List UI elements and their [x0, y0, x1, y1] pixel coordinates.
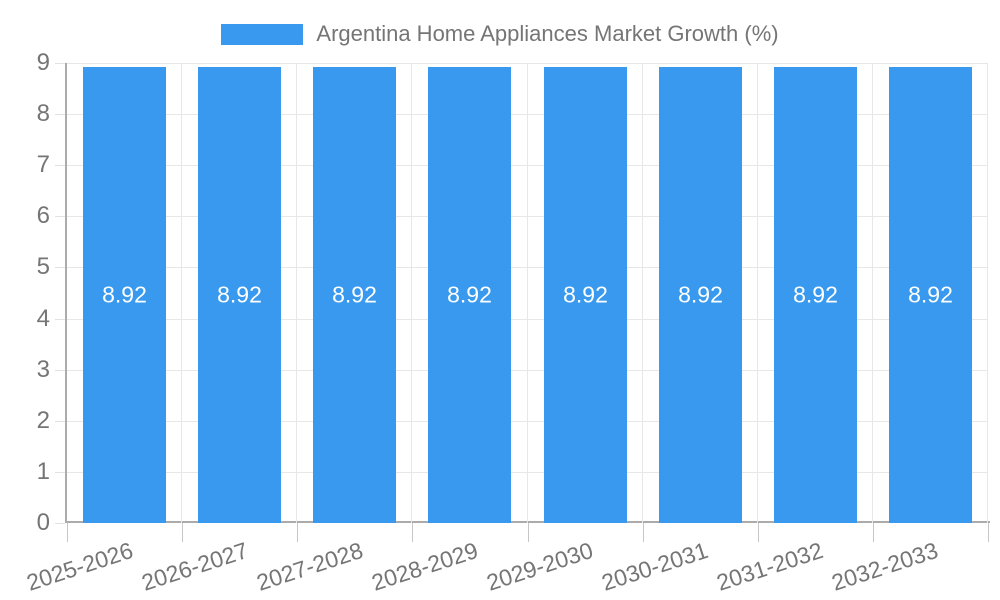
x-axis-tick-label: 2030-2031	[598, 537, 712, 596]
bar-value-label: 8.92	[217, 281, 262, 308]
x-axis-tick	[643, 523, 644, 542]
bar: 8.92	[83, 67, 166, 523]
x-axis-tick	[67, 523, 68, 542]
x-axis-tick	[873, 523, 874, 542]
y-axis-tick-label: 4	[36, 305, 50, 332]
x-axis-tick-label: 2025-2026	[23, 537, 137, 596]
bar-value-label: 8.92	[678, 281, 723, 308]
bar: 8.92	[198, 67, 281, 523]
y-axis-tick-label: 8	[36, 100, 50, 127]
legend[interactable]: Argentina Home Appliances Market Growth …	[0, 21, 1000, 47]
legend-swatch-icon	[221, 23, 304, 45]
bar: 8.92	[659, 67, 742, 523]
y-axis-tick	[55, 63, 65, 64]
x-axis-tick-label: 2032-2033	[828, 537, 942, 596]
y-axis-tick-label: 0	[36, 509, 50, 536]
v-gridline	[411, 63, 412, 523]
x-axis-tick-label: 2031-2032	[713, 537, 827, 596]
y-axis-tick	[55, 370, 65, 371]
x-axis-tick	[182, 523, 183, 542]
bar: 8.92	[428, 67, 511, 523]
x-axis-tick-label: 2027-2028	[253, 537, 367, 596]
bar-value-label: 8.92	[563, 281, 608, 308]
y-axis-line	[65, 63, 67, 523]
bar: 8.92	[544, 67, 627, 523]
v-gridline	[872, 63, 873, 523]
bar: 8.92	[774, 67, 857, 523]
y-axis-tick	[55, 267, 65, 268]
y-axis-tick	[55, 319, 65, 320]
v-gridline	[527, 63, 528, 523]
bar: 8.92	[889, 67, 972, 523]
y-axis-tick-label: 2	[36, 407, 50, 434]
y-axis-tick-label: 7	[36, 151, 50, 178]
x-axis-tick-label: 2026-2027	[138, 537, 252, 596]
bar-value-label: 8.92	[447, 281, 492, 308]
x-axis-tick	[988, 523, 989, 542]
y-axis-tick-label: 9	[36, 49, 50, 76]
bar-value-label: 8.92	[332, 281, 377, 308]
y-axis-tick-label: 1	[36, 458, 50, 485]
y-axis-tick	[55, 216, 65, 217]
y-axis-tick-label: 5	[36, 253, 50, 280]
x-axis-tick	[528, 523, 529, 542]
y-axis-tick	[55, 114, 65, 115]
y-axis-tick	[55, 472, 65, 473]
x-axis-tick	[758, 523, 759, 542]
y-axis-tick	[55, 165, 65, 166]
y-axis-tick-label: 3	[36, 356, 50, 383]
bar-value-label: 8.92	[908, 281, 953, 308]
bar: 8.92	[313, 67, 396, 523]
y-axis-tick	[55, 421, 65, 422]
x-axis-tick	[297, 523, 298, 542]
x-axis-tick-label: 2028-2029	[368, 537, 482, 596]
v-gridline	[642, 63, 643, 523]
v-gridline	[987, 63, 988, 523]
bar-value-label: 8.92	[793, 281, 838, 308]
y-axis-tick	[55, 523, 65, 524]
v-gridline	[181, 63, 182, 523]
x-axis-tick-label: 2029-2030	[483, 537, 597, 596]
legend-label: Argentina Home Appliances Market Growth …	[316, 21, 779, 46]
bar-value-label: 8.92	[102, 281, 147, 308]
x-axis-tick	[412, 523, 413, 542]
y-axis-tick-label: 6	[36, 202, 50, 229]
plot-area: 8.92 8.92 8.92 8.92 8.92 8.92 8.92 8.92	[67, 63, 988, 523]
v-gridline	[757, 63, 758, 523]
v-gridline	[296, 63, 297, 523]
